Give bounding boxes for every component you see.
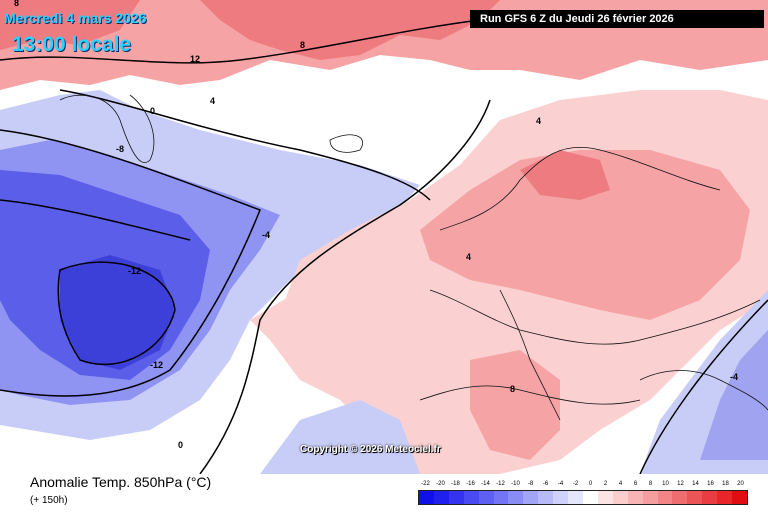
scale-swatch xyxy=(523,491,539,504)
contour-label: 0 xyxy=(178,440,183,450)
forecast-time: 13:00 locale xyxy=(12,33,132,56)
contour-label: 12 xyxy=(190,54,200,64)
scale-swatch xyxy=(642,491,658,504)
scale-tick-label: 10 xyxy=(662,481,669,487)
contour-label: 4 xyxy=(210,96,215,106)
scale-swatch xyxy=(478,491,494,504)
scale-swatch xyxy=(553,491,569,504)
scale-swatch xyxy=(419,491,434,504)
scale-tick-label: -18 xyxy=(451,481,460,487)
scale-swatch xyxy=(627,491,643,504)
contour-label: 4 xyxy=(536,116,541,126)
color-scale-ticks: -22 -20 -18 -16 -14 -12 -10 -8 -6 -4 -2 0 2 4 6 8 10 12 14… xyxy=(418,479,748,489)
warm-anomaly-europe-mid xyxy=(420,150,750,320)
scale-swatch xyxy=(508,491,524,504)
variable-label: Anomalie Temp. 850hPa (°C) xyxy=(30,474,212,490)
warm-anomaly-mediterranean xyxy=(470,350,560,460)
scale-tick-label: 4 xyxy=(618,481,623,487)
scale-swatch xyxy=(672,491,688,504)
warm-anomaly-arctic-core xyxy=(200,0,500,60)
coastlines xyxy=(59,94,768,421)
scale-tick-label: 14 xyxy=(692,481,699,487)
scale-tick-label: 12 xyxy=(677,481,684,487)
cold-anomaly-east-mid xyxy=(700,330,768,460)
contour-label: -4 xyxy=(262,230,270,240)
lead-time-label: (+ 150h) xyxy=(30,495,68,506)
scale-tick-label: -12 xyxy=(496,481,505,487)
contour-label: -12 xyxy=(150,360,163,370)
contour-label: -12 xyxy=(128,266,141,276)
scale-tick-label: 0 xyxy=(588,481,593,487)
contour-lines xyxy=(0,19,768,474)
scale-tick-label: 20 xyxy=(737,481,744,487)
scale-swatch xyxy=(687,491,703,504)
contour-label: 0 xyxy=(150,106,155,116)
contour-label: 8 xyxy=(14,0,19,8)
cold-anomaly-south-atlantic xyxy=(260,400,420,474)
scale-tick-label: -20 xyxy=(436,481,445,487)
scale-swatch xyxy=(582,491,598,504)
cold-anomaly-west-deep xyxy=(60,255,175,370)
contour-label: 8 xyxy=(510,384,515,394)
scale-tick-label: 16 xyxy=(707,481,714,487)
scale-swatch xyxy=(493,491,509,504)
run-info: Run GFS 6 Z du Jeudi 26 février 2026 xyxy=(470,10,764,28)
scale-tick-label: 18 xyxy=(722,481,729,487)
scale-tick-label: -6 xyxy=(542,481,549,487)
scale-swatch xyxy=(657,491,673,504)
scale-tick-label: -8 xyxy=(527,481,534,487)
scale-tick-label: 6 xyxy=(633,481,638,487)
color-scale-bar xyxy=(418,490,748,505)
forecast-date: Mercredi 4 mars 2026 xyxy=(4,10,147,26)
scale-tick-label: -4 xyxy=(557,481,564,487)
scale-swatch xyxy=(612,491,628,504)
weather-map: 8 12 8 4 0 -8 -12 -12 -4 4 8 0 -4 4 xyxy=(0,0,768,474)
scale-tick-label: -22 xyxy=(421,481,430,487)
copyright: Copyright © 2026 Meteociel.fr xyxy=(300,444,441,455)
scale-swatch xyxy=(448,491,464,504)
scale-swatch xyxy=(702,491,718,504)
scale-swatch xyxy=(717,491,733,504)
contour-label: -8 xyxy=(116,144,124,154)
scale-swatch xyxy=(433,491,449,504)
scale-tick-label: -16 xyxy=(466,481,475,487)
contour-label: -4 xyxy=(730,372,738,382)
scale-swatch xyxy=(538,491,554,504)
contour-label: 8 xyxy=(300,40,305,50)
scale-swatch xyxy=(732,491,747,504)
scale-swatch xyxy=(597,491,613,504)
warm-anomaly-atlantic-east xyxy=(250,290,340,350)
warm-anomaly-arctic-west xyxy=(0,0,140,50)
scale-swatch xyxy=(463,491,479,504)
scale-tick-label: -2 xyxy=(572,481,579,487)
warm-anomaly-scandinavia xyxy=(520,150,610,200)
contour-label-group: 8 12 8 4 0 -8 -12 -12 -4 4 8 0 -4 4 xyxy=(14,0,738,450)
scale-tick-label: 2 xyxy=(603,481,608,487)
scale-tick-label: -14 xyxy=(481,481,490,487)
scale-swatch xyxy=(568,491,583,504)
scale-tick-label: 8 xyxy=(648,481,653,487)
contour-label: 4 xyxy=(466,252,471,262)
scale-tick-label: -10 xyxy=(511,481,520,487)
